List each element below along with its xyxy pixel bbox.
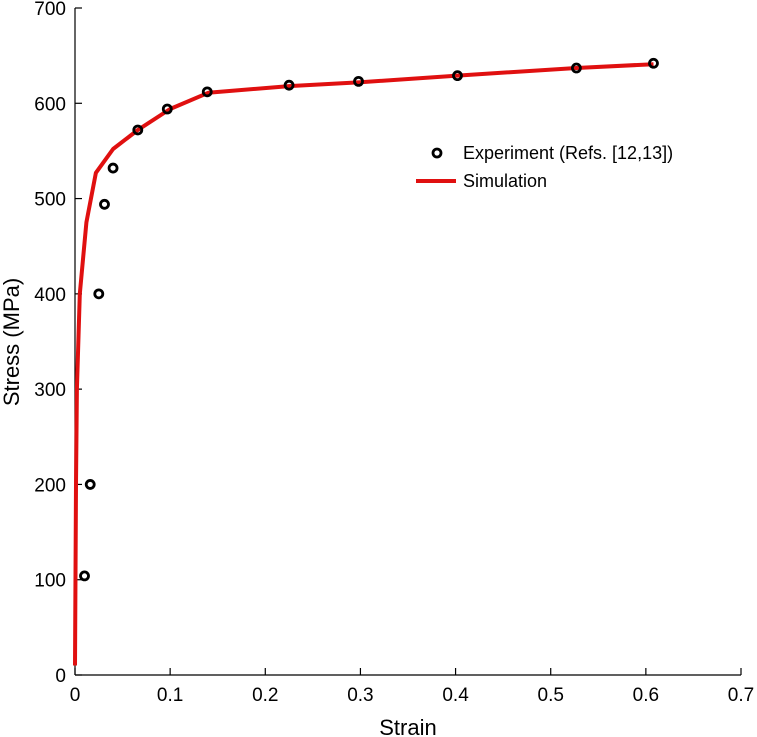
y-tick-label: 600 [34,94,66,115]
x-tick-label: 0.7 [728,685,754,706]
x-tick-label: 0 [70,685,81,706]
legend-label-experiment: Experiment (Refs. [12,13]) [463,143,673,163]
legend-marker-experiment [431,147,443,159]
series-layer [73,57,659,666]
x-tick-label: 0.5 [538,685,564,706]
x-axis-ticks: 0 0.1 0.2 0.3 0.4 0.5 0.6 0.7 [70,668,754,706]
experiment-point [79,570,90,582]
y-tick-label: 500 [34,190,66,211]
x-tick-label: 0.6 [633,685,659,706]
y-tick-label: 100 [34,571,66,592]
experiment-point [571,62,582,74]
experiment-point [648,57,659,69]
experiment-point [452,70,463,82]
x-tick-label: 0.3 [347,685,373,706]
y-axis-ticks: 0 100 200 300 400 500 600 700 [34,0,82,687]
x-tick-label: 0.2 [252,685,278,706]
y-tick-label: 300 [34,380,66,401]
x-tick-label: 0.4 [442,685,469,706]
experiment-point [201,86,213,98]
experiment-point [161,103,173,115]
simulation-line [73,62,654,666]
y-axis-label: Stress (MPa) [0,278,24,406]
experiment-point [107,162,119,174]
y-tick-label: 700 [34,0,66,20]
experiment-point [283,79,295,91]
legend: Experiment (Refs. [12,13]) Simulation [416,143,673,191]
experiment-point [84,479,96,490]
experiment-point [99,198,110,210]
y-tick-label: 400 [34,285,66,306]
experiment-point [132,124,144,136]
experiment-point [353,75,364,87]
y-tick-label: 200 [34,475,66,496]
experiment-point [93,288,105,300]
x-axis-label: Strain [379,715,436,737]
x-tick-label: 0.1 [157,685,183,706]
y-tick-label: 0 [55,666,66,687]
legend-label-simulation: Simulation [463,171,547,191]
